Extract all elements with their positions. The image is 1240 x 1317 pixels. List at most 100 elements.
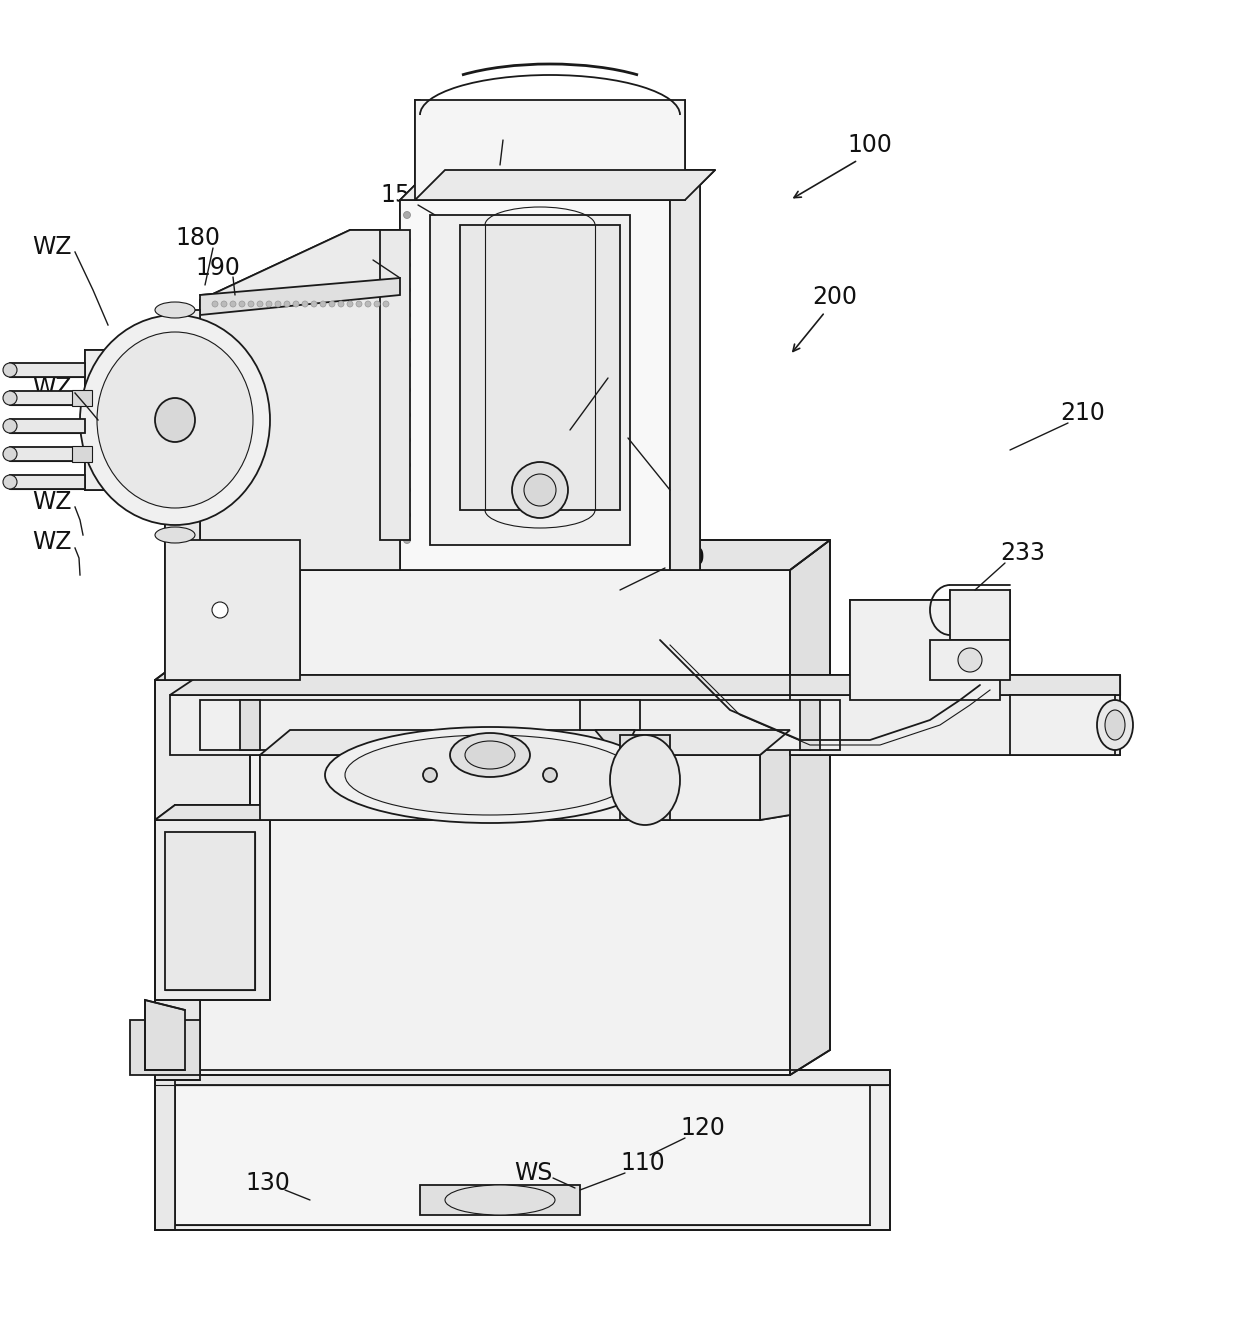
Circle shape bbox=[403, 436, 410, 444]
Circle shape bbox=[959, 648, 982, 672]
Circle shape bbox=[212, 602, 228, 618]
Polygon shape bbox=[241, 701, 260, 749]
Polygon shape bbox=[460, 225, 620, 510]
Polygon shape bbox=[200, 230, 401, 570]
Polygon shape bbox=[155, 680, 250, 940]
Text: 120: 120 bbox=[681, 1115, 725, 1141]
Polygon shape bbox=[200, 701, 839, 749]
Circle shape bbox=[403, 486, 410, 494]
Ellipse shape bbox=[1097, 701, 1133, 749]
Polygon shape bbox=[155, 1080, 890, 1230]
Polygon shape bbox=[379, 230, 410, 540]
Circle shape bbox=[403, 386, 410, 394]
Polygon shape bbox=[790, 540, 830, 1075]
Polygon shape bbox=[155, 1069, 175, 1230]
Text: 160: 160 bbox=[481, 116, 526, 140]
Text: 150: 150 bbox=[381, 183, 425, 207]
Text: 190: 190 bbox=[196, 255, 241, 281]
Polygon shape bbox=[760, 730, 790, 820]
Ellipse shape bbox=[155, 527, 195, 543]
Bar bbox=[430, 215, 630, 545]
Circle shape bbox=[403, 411, 410, 419]
Text: 230: 230 bbox=[661, 547, 706, 570]
Text: 210: 210 bbox=[1060, 400, 1105, 425]
Text: 130: 130 bbox=[246, 1171, 290, 1195]
Text: WZ: WZ bbox=[32, 234, 72, 259]
Polygon shape bbox=[155, 1069, 890, 1085]
Circle shape bbox=[347, 302, 353, 307]
Polygon shape bbox=[950, 590, 1011, 640]
Circle shape bbox=[2, 419, 17, 433]
Text: 110: 110 bbox=[621, 1151, 666, 1175]
Ellipse shape bbox=[97, 332, 253, 508]
Polygon shape bbox=[401, 170, 701, 200]
Polygon shape bbox=[165, 309, 200, 535]
Circle shape bbox=[2, 363, 17, 377]
Polygon shape bbox=[170, 676, 890, 695]
Ellipse shape bbox=[450, 734, 529, 777]
Bar bbox=[72, 390, 92, 406]
Polygon shape bbox=[595, 730, 635, 760]
Polygon shape bbox=[415, 170, 715, 200]
Polygon shape bbox=[1011, 695, 1115, 755]
Circle shape bbox=[403, 361, 410, 369]
Circle shape bbox=[512, 462, 568, 518]
Circle shape bbox=[275, 302, 281, 307]
Text: 140: 140 bbox=[332, 244, 377, 267]
Polygon shape bbox=[10, 391, 86, 406]
Polygon shape bbox=[155, 805, 290, 820]
Polygon shape bbox=[165, 490, 200, 579]
Circle shape bbox=[403, 287, 410, 294]
Polygon shape bbox=[155, 665, 270, 680]
Polygon shape bbox=[10, 446, 86, 461]
Polygon shape bbox=[930, 640, 1011, 680]
Polygon shape bbox=[200, 540, 830, 570]
Polygon shape bbox=[145, 1000, 185, 1069]
Polygon shape bbox=[670, 170, 701, 570]
Circle shape bbox=[329, 302, 335, 307]
Ellipse shape bbox=[445, 1185, 556, 1216]
Circle shape bbox=[403, 511, 410, 519]
Circle shape bbox=[229, 302, 236, 307]
Polygon shape bbox=[415, 100, 684, 200]
Circle shape bbox=[433, 693, 446, 707]
Text: WZ: WZ bbox=[32, 529, 72, 554]
Polygon shape bbox=[861, 676, 890, 755]
Ellipse shape bbox=[610, 735, 680, 824]
Circle shape bbox=[303, 302, 308, 307]
Circle shape bbox=[284, 302, 290, 307]
Text: 170: 170 bbox=[600, 356, 646, 381]
Circle shape bbox=[239, 302, 246, 307]
Polygon shape bbox=[420, 1185, 580, 1216]
Polygon shape bbox=[455, 774, 525, 820]
Polygon shape bbox=[200, 570, 790, 1075]
Text: WZ: WZ bbox=[32, 490, 72, 514]
Circle shape bbox=[257, 302, 263, 307]
Circle shape bbox=[320, 302, 326, 307]
Circle shape bbox=[543, 768, 557, 782]
Circle shape bbox=[403, 461, 410, 469]
Text: 180: 180 bbox=[176, 227, 221, 250]
Circle shape bbox=[221, 302, 227, 307]
Circle shape bbox=[212, 302, 218, 307]
Circle shape bbox=[181, 892, 210, 919]
Circle shape bbox=[2, 475, 17, 489]
Circle shape bbox=[267, 302, 272, 307]
Circle shape bbox=[403, 262, 410, 269]
Circle shape bbox=[374, 302, 379, 307]
Circle shape bbox=[248, 302, 254, 307]
Ellipse shape bbox=[345, 735, 635, 815]
Circle shape bbox=[356, 302, 362, 307]
Circle shape bbox=[403, 237, 410, 244]
Circle shape bbox=[311, 302, 317, 307]
Polygon shape bbox=[130, 1019, 200, 1075]
Circle shape bbox=[403, 536, 410, 544]
Text: 200: 200 bbox=[812, 284, 858, 309]
Circle shape bbox=[2, 446, 17, 461]
Polygon shape bbox=[620, 735, 670, 820]
Circle shape bbox=[423, 768, 436, 782]
Polygon shape bbox=[165, 832, 255, 990]
Polygon shape bbox=[800, 701, 820, 749]
Ellipse shape bbox=[81, 315, 270, 525]
Polygon shape bbox=[155, 820, 270, 1000]
